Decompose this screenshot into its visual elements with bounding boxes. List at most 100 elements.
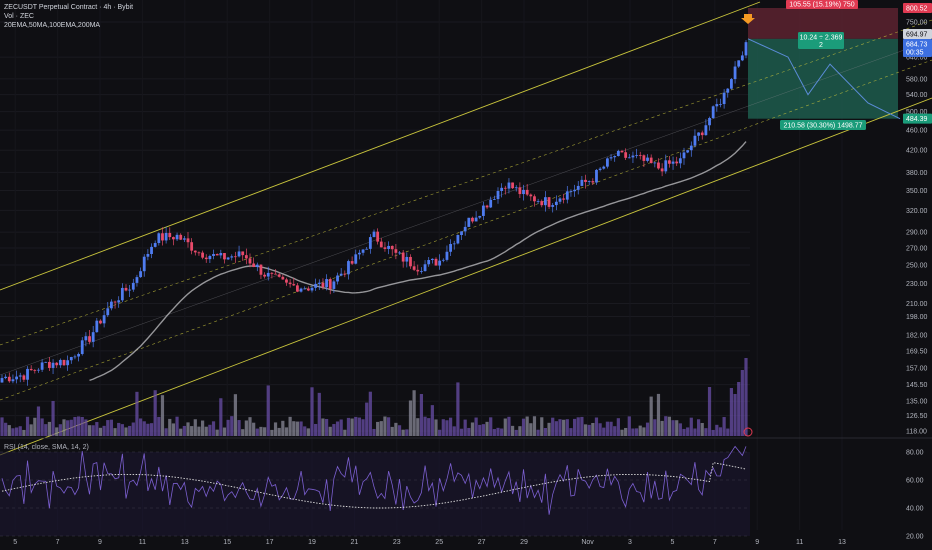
- candle-body: [66, 360, 70, 366]
- candle-body: [237, 251, 241, 257]
- candle-body: [336, 275, 339, 282]
- projection-path: [741, 14, 901, 120]
- volume-bar: [729, 388, 734, 436]
- countdown-tag-bg: [903, 47, 932, 57]
- volume-bar: [459, 428, 464, 436]
- volume-bar: [230, 416, 234, 436]
- volume-bar: [87, 425, 92, 436]
- candle-body: [182, 238, 186, 240]
- candle-body: [598, 168, 602, 170]
- volume-bar: [273, 422, 278, 436]
- candle-body: [306, 288, 310, 291]
- volume-bar: [91, 425, 95, 436]
- candle-body: [139, 271, 142, 278]
- symbol-title[interactable]: ZECUSDT Perpetual Contract · 4h · Bybit: [4, 4, 134, 11]
- candle-body: [172, 237, 175, 240]
- volume-bar: [653, 419, 657, 436]
- candle-body: [686, 150, 690, 153]
- price-channel: [0, 1, 932, 456]
- risk-label: 105.55 (15.19%) 750: [789, 2, 854, 9]
- volume-bar: [368, 391, 372, 436]
- candle-body: [281, 276, 285, 280]
- candle-body: [204, 257, 208, 260]
- volume-bar: [200, 420, 205, 436]
- volume-bar: [390, 426, 394, 436]
- volume-bar: [624, 427, 628, 436]
- volume-bar: [135, 391, 139, 436]
- candle-body: [241, 251, 245, 256]
- candle-body: [463, 226, 467, 232]
- volume-bar: [583, 424, 588, 436]
- candle-body: [631, 155, 635, 158]
- ma-indicator-label[interactable]: 20EMA,50MA,100EMA,200MA: [4, 22, 101, 29]
- date-tick-label: 3: [628, 539, 632, 546]
- candle-body: [0, 378, 4, 383]
- price-tick-label: 750.00: [906, 20, 928, 27]
- volume-bar: [252, 422, 256, 436]
- price-axis[interactable]: 80.00 60.00 40.00 20.00 750.00 640.00 580.00 54…: [906, 20, 928, 541]
- candle-body: [40, 362, 44, 370]
- date-tick-label: 13: [838, 539, 846, 546]
- volume-bar: [0, 417, 4, 436]
- volume-bar: [80, 416, 84, 436]
- volume-bar: [481, 424, 486, 436]
- volume-bar: [51, 400, 55, 436]
- ratio-label: 10.24 ÷ 2.369: [800, 35, 843, 42]
- candle-body: [525, 189, 529, 195]
- rsi-indicator-label[interactable]: RSI (14, close, SMA, 14, 2): [4, 444, 89, 451]
- rsi-band: [0, 452, 750, 536]
- rsi-line: [1, 445, 747, 515]
- candle-body: [368, 237, 372, 249]
- volume-bar: [576, 417, 580, 436]
- volume-bar: [423, 416, 427, 436]
- candle-body: [726, 88, 730, 93]
- volume-bar: [138, 418, 143, 436]
- candle-body: [376, 231, 380, 242]
- candle-body: [358, 252, 361, 255]
- volume-bar: [525, 416, 529, 436]
- alert-marker-icon: [743, 427, 753, 437]
- volume-bar: [704, 428, 708, 436]
- volume-indicator-label[interactable]: Vol · ZEC: [4, 13, 34, 20]
- candle-body: [321, 282, 325, 288]
- volume-bar: [620, 429, 624, 436]
- volume-bar: [514, 429, 518, 436]
- rsi-pane: [0, 437, 932, 537]
- volume-bar: [84, 419, 88, 436]
- price-tick-label: 157.00: [906, 365, 928, 372]
- volume-bar: [726, 428, 730, 436]
- volume-bar: [106, 420, 110, 436]
- projection-line: [747, 38, 901, 120]
- candle-body: [208, 255, 212, 260]
- volume-bar: [339, 419, 343, 436]
- candle-body: [212, 254, 215, 256]
- candle-body: [288, 282, 292, 285]
- volume-bar: [397, 425, 402, 436]
- volume-bar: [62, 419, 66, 436]
- candle-body: [587, 181, 591, 182]
- candle-body: [296, 285, 299, 292]
- candle-body: [248, 258, 252, 264]
- volume-bar: [401, 429, 405, 436]
- volume-bar: [120, 424, 124, 436]
- volume-bar: [700, 423, 704, 436]
- volume-bar: [605, 421, 610, 436]
- time-axis[interactable]: 5 7 9 11 13 15 17 19 21 23 25 27 29 Nov 3 5 7 9 11 13: [13, 539, 846, 546]
- volume-bar: [131, 422, 135, 436]
- candle-body: [474, 217, 478, 222]
- candle-body: [536, 201, 540, 202]
- candle-body: [91, 332, 95, 342]
- candle-body: [693, 135, 697, 146]
- candle-body: [671, 161, 675, 164]
- volume-bar: [434, 419, 438, 436]
- candle-body: [84, 336, 88, 341]
- volume-bar: [558, 419, 562, 436]
- candle-body: [328, 279, 332, 289]
- volume-bar: [496, 427, 500, 436]
- candle-body: [562, 198, 566, 200]
- volume-bar: [241, 429, 245, 436]
- candle-body: [394, 249, 398, 253]
- volume-bar: [29, 424, 33, 436]
- volume-bar: [233, 394, 238, 436]
